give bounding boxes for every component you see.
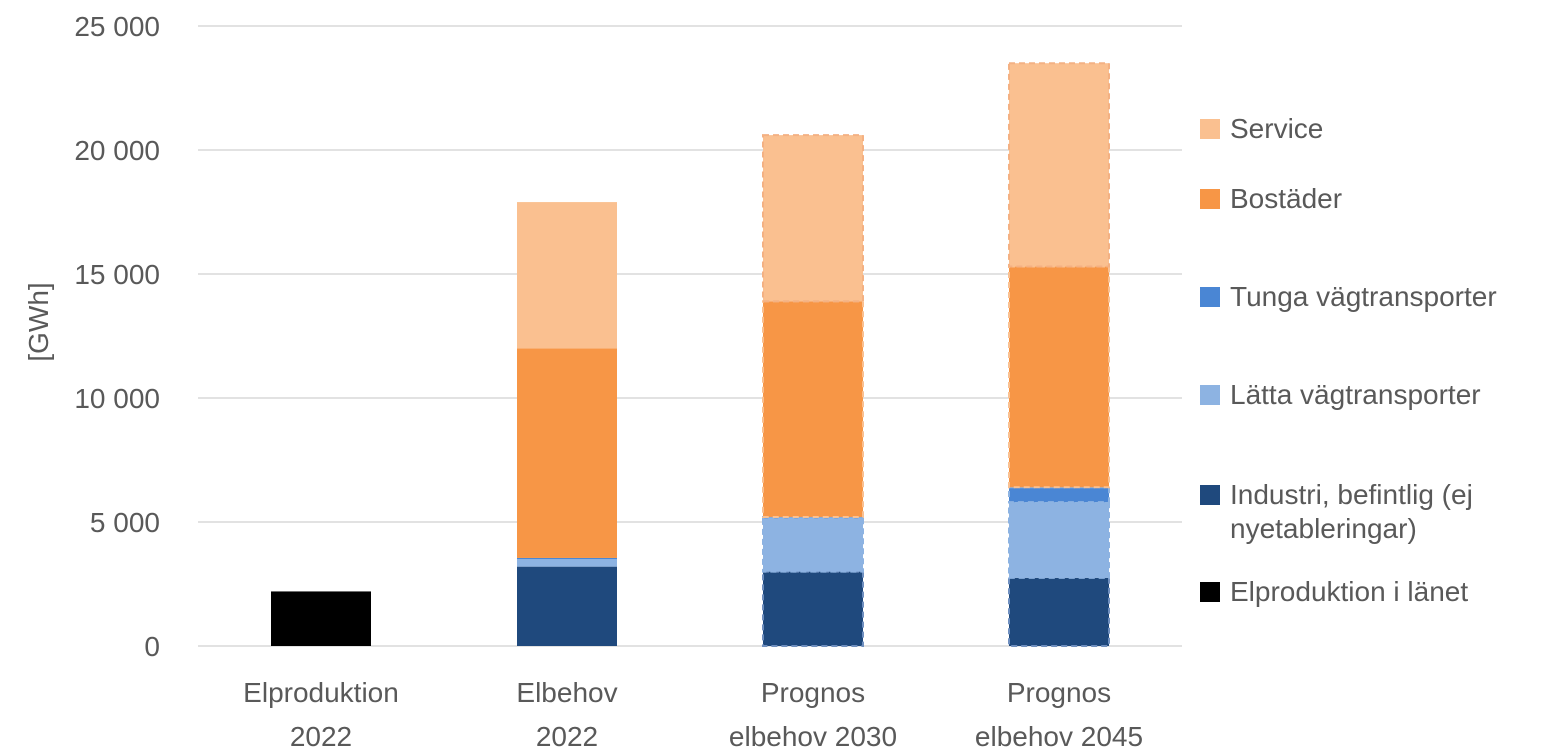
x-category-label: Elbehov xyxy=(516,677,617,708)
bar-segment xyxy=(1008,501,1110,579)
legend-label: Tunga vägtransporter xyxy=(1230,281,1497,312)
legend-swatch xyxy=(1200,119,1220,139)
x-category-labels: Elproduktion 2022 Elbehov 2022 Prognos elbeho… xyxy=(243,677,1143,752)
legend-swatch xyxy=(1200,385,1220,405)
x-category-label: elbehov 2030 xyxy=(729,721,897,752)
bar-segment xyxy=(517,348,617,558)
x-category-label: Prognos xyxy=(1007,677,1111,708)
legend-label: Industri, befintlig (ej nyetableringar) xyxy=(1230,479,1473,544)
x-category-label: 2022 xyxy=(290,721,352,752)
bar-segment xyxy=(1008,576,1110,647)
x-category-label: Prognos xyxy=(761,677,865,708)
legend-item: Bostäder xyxy=(1200,182,1560,216)
y-axis-label: [GWh] xyxy=(23,282,54,361)
legend-item: Elproduktion i länet xyxy=(1200,575,1560,609)
legend-label: Service xyxy=(1230,113,1324,144)
bar-segment xyxy=(762,570,864,647)
y-tick-label: 5 000 xyxy=(90,507,160,538)
bar-segment xyxy=(762,300,864,519)
legend-item: Industri, befintlig (ej nyetableringar) xyxy=(1200,478,1560,546)
legend-swatch xyxy=(1200,582,1220,602)
bar-segment xyxy=(762,517,864,573)
bar-segment xyxy=(517,566,617,646)
bar-segment xyxy=(517,559,617,567)
legend-item: Tunga vägtransporter xyxy=(1200,280,1560,314)
legend-swatch xyxy=(1200,189,1220,209)
y-tick-label: 20 000 xyxy=(74,135,160,166)
y-tick-labels: 0 5 000 10 000 15 000 20 000 25 000 xyxy=(74,11,160,662)
x-category-label: 2022 xyxy=(536,721,598,752)
bar-segment xyxy=(271,591,371,646)
legend-label: Lätta vägtransporter xyxy=(1230,379,1481,410)
bar-segment xyxy=(517,557,617,560)
bar-segment xyxy=(517,202,617,349)
bars xyxy=(271,62,1110,647)
y-tick-label: 15 000 xyxy=(74,259,160,290)
x-category-label: Elproduktion xyxy=(243,677,399,708)
y-tick-label: 10 000 xyxy=(74,383,160,414)
legend-item: Service xyxy=(1200,112,1560,146)
legend-item: Lätta vägtransporter xyxy=(1200,378,1560,412)
legend-label: Bostäder xyxy=(1230,183,1343,214)
y-tick-label: 25 000 xyxy=(74,11,160,42)
legend-label: Elproduktion i länet xyxy=(1230,576,1469,607)
bar-segment xyxy=(1008,62,1110,268)
bar-segment xyxy=(1008,265,1110,489)
legend-swatch xyxy=(1200,485,1220,505)
legend-swatch xyxy=(1200,287,1220,307)
x-category-label: elbehov 2045 xyxy=(975,721,1143,752)
bar-segment xyxy=(1008,486,1110,504)
y-tick-label: 0 xyxy=(144,631,160,662)
bar-segment xyxy=(762,134,864,303)
